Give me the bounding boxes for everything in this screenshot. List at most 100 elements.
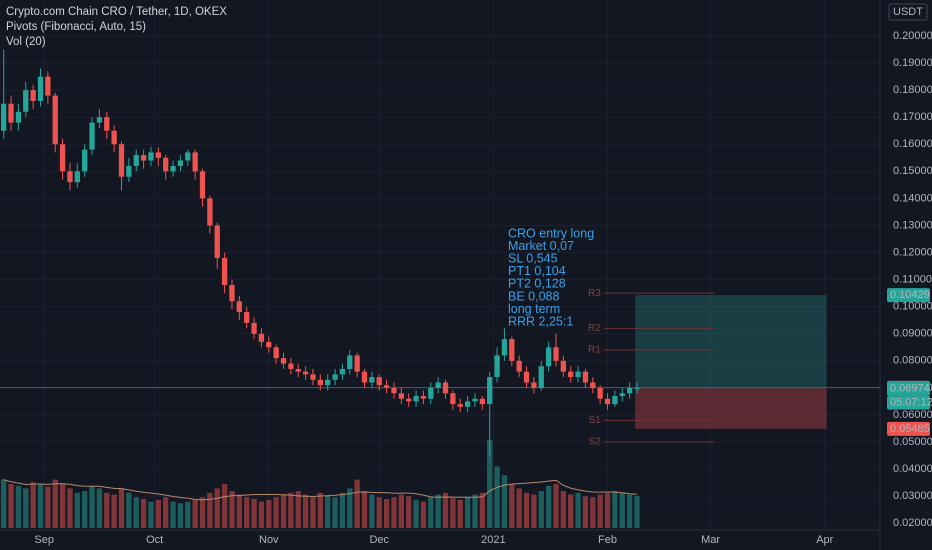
volume-bar [479,492,485,528]
volume-bar [163,497,169,528]
volume-bar [531,494,537,528]
volume-bar [435,494,441,528]
candle-body [67,171,73,183]
volume-bar [266,499,272,528]
y-tick-label: 0.09000 [893,328,932,340]
volume-bar [568,494,574,528]
volume-bar [67,488,73,528]
x-tick-label: Apr [816,534,833,546]
volume-bar [214,488,220,528]
x-tick-label: Oct [146,534,163,546]
volume-bar [30,482,36,528]
annotation-line: SL 0,545 [508,251,558,265]
candle-body [479,398,485,405]
x-tick-label: Nov [259,534,279,546]
volume-bar [457,499,463,528]
candle-body [523,371,530,383]
chart-title: Crypto.com Chain CRO / Tether, 1D, OKEX [6,6,227,18]
price-label-box [887,381,930,396]
candle-body [413,396,419,402]
volume-bar [258,501,265,528]
candle-body [604,398,611,405]
candle-body [501,339,508,356]
candle-body [89,122,95,150]
y-tick-label: 0.05000 [893,436,932,448]
volume-bar [450,498,456,528]
volume-bar [472,494,478,528]
y-tick-label: 0.02000 [893,517,932,529]
volume-bar [8,484,14,528]
indicator-label: Vol (20) [6,36,46,48]
countdown-label: 05:07:12 [890,397,932,409]
candle-body [619,393,625,397]
candle-body [332,374,338,380]
volume-bar [45,486,51,528]
candle-body [8,103,14,123]
x-tick-label: Feb [598,534,617,546]
volume-bar [185,501,191,528]
y-tick-label: 0.18000 [893,84,932,96]
volume-bar [406,496,412,528]
target-zone [635,295,827,388]
volume-bar [244,497,250,528]
volume-bar [155,499,161,528]
x-tick-label: Sep [34,534,54,546]
volume-bar [604,492,611,528]
volume-bar [52,479,58,528]
candle-body [266,341,272,348]
y-tick-label: 0.13000 [893,219,932,231]
volume-bar [413,499,419,528]
volume-bar [582,496,589,528]
candle-body [487,377,493,405]
volume-bar [288,492,294,528]
candle-body [398,393,404,399]
y-tick-label: 0.17000 [893,111,932,123]
candle-body [45,76,51,96]
candle-body [450,393,456,405]
y-tick-label: 0.11000 [893,274,932,286]
annotation-line: Market 0,07 [508,239,574,253]
volume-bar [170,501,176,528]
candle-body [310,374,316,380]
volume-bar [273,497,279,528]
candle-body [442,382,449,394]
volume-bar [1,479,7,528]
candle-body [369,377,375,383]
y-tick-label: 0.10000 [893,301,932,313]
volume-bar [302,494,309,528]
candle-body [221,257,228,286]
volume-bar [339,492,346,528]
candle-body [545,347,552,367]
volume-bar [383,498,390,528]
volume-bar [89,485,95,528]
volume-bar [59,484,66,528]
candle-body [133,155,139,166]
volume-bar [104,492,110,528]
volume-bar [177,503,184,528]
volume-bar [23,488,29,528]
annotation-line: PT1 0,104 [508,264,566,278]
volume-bar [487,440,493,528]
volume-bar [207,492,213,528]
candle-body [420,396,427,399]
volume-bar [192,499,198,528]
stop-zone [635,387,827,429]
candle-body [59,144,66,172]
y-tick-label: 0.04000 [893,463,932,475]
volume-bar [221,484,228,528]
volume-bar [295,491,301,528]
volume-bar [37,484,44,528]
volume-bar [148,501,154,528]
candle-body [52,95,58,145]
volume-bar [126,492,132,528]
candle-body [361,371,368,383]
candle-body [626,387,633,394]
volume-bar [354,479,360,528]
candle-body [347,355,353,369]
y-tick-label: 0.08000 [893,355,932,367]
volume-bar [420,501,427,528]
candle-body [30,90,36,101]
candle-body [280,358,287,364]
candle-body [104,117,110,131]
x-tick-label: Mar [701,534,720,546]
